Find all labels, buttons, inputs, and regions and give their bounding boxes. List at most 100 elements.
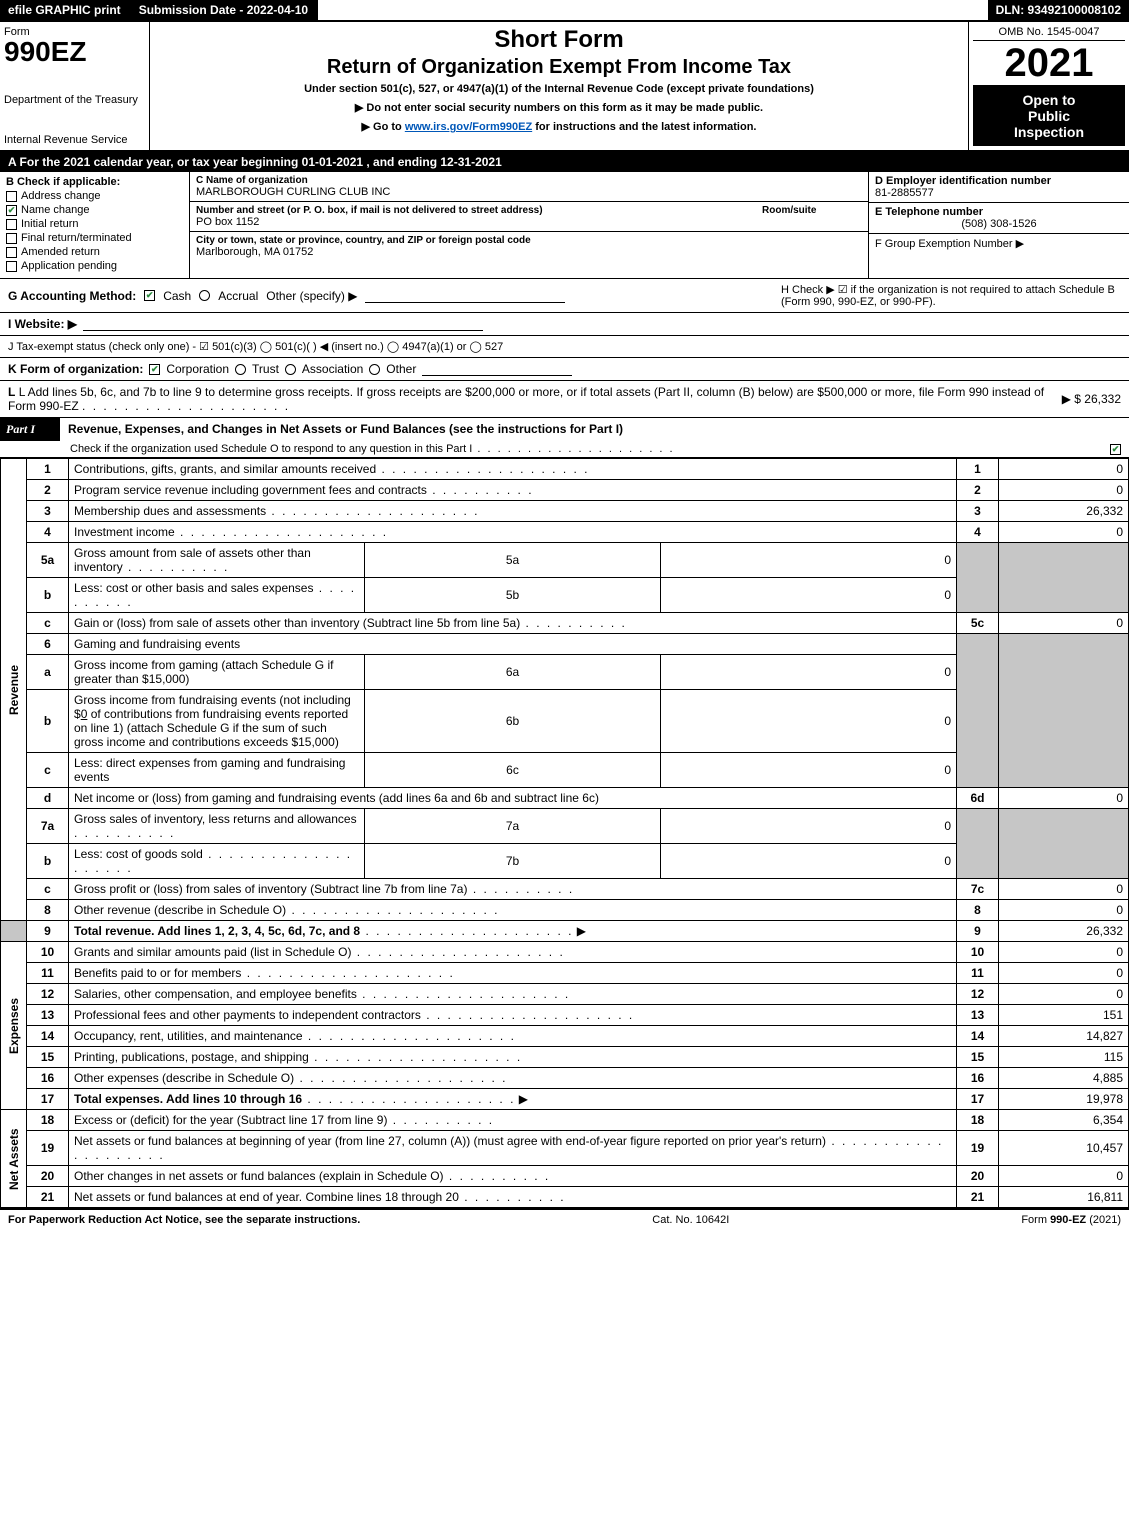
e-label: E Telephone number: [875, 206, 1123, 218]
l8-val: 0: [999, 900, 1129, 921]
l6b-intnum: 6b: [365, 690, 661, 753]
l4-num: 4: [957, 522, 999, 543]
row-6d: d Net income or (loss) from gaming and f…: [1, 788, 1129, 809]
other-input[interactable]: [365, 289, 565, 303]
checkbox-icon[interactable]: [6, 247, 17, 258]
part-i-header-row: Part I Revenue, Expenses, and Changes in…: [0, 418, 1129, 441]
l12-num: 12: [957, 984, 999, 1005]
l16-val: 4,885: [999, 1068, 1129, 1089]
l20-val: 0: [999, 1166, 1129, 1187]
section-c-org: C Name of organization MARLBOROUGH CURLI…: [190, 172, 869, 278]
l6c-desc: Less: direct expenses from gaming and fu…: [74, 756, 345, 784]
check-application-pending[interactable]: Application pending: [6, 260, 183, 272]
trust-label: Trust: [252, 362, 279, 376]
row-1: Revenue 1 Contributions, gifts, grants, …: [1, 459, 1129, 480]
title-box: Short Form Return of Organization Exempt…: [150, 22, 969, 150]
l3-val: 26,332: [999, 501, 1129, 522]
l15-num: 15: [957, 1047, 999, 1068]
efile-label[interactable]: efile GRAPHIC print: [0, 0, 131, 20]
ssn-warning: ▶ Do not enter social security numbers o…: [154, 101, 964, 114]
other-k-input[interactable]: [422, 362, 572, 376]
part-i-table: Revenue 1 Contributions, gifts, grants, …: [0, 458, 1129, 1208]
l8-desc: Other revenue (describe in Schedule O): [74, 903, 286, 917]
street-label: Number and street (or P. O. box, if mail…: [196, 205, 742, 216]
l5a-intnum: 5a: [365, 543, 661, 578]
row-18: Net Assets 18 Excess or (deficit) for th…: [1, 1110, 1129, 1131]
checkbox-cash[interactable]: [144, 290, 155, 301]
assoc-label: Association: [302, 362, 363, 376]
l5b-intnum: 5b: [365, 578, 661, 613]
irs-link[interactable]: www.irs.gov/Form990EZ: [405, 121, 532, 133]
row-21: 21 Net assets or fund balances at end of…: [1, 1187, 1129, 1208]
radio-other[interactable]: [369, 364, 380, 375]
l5b-intval: 0: [661, 578, 957, 613]
check-label: Initial return: [21, 218, 78, 230]
radio-trust[interactable]: [235, 364, 246, 375]
checkbox-icon[interactable]: [6, 191, 17, 202]
l13-val: 151: [999, 1005, 1129, 1026]
l5c-val: 0: [999, 613, 1129, 634]
f-label: F Group Exemption Number ▶: [875, 237, 1123, 250]
l7a-desc: Gross sales of inventory, less returns a…: [74, 812, 357, 826]
radio-association[interactable]: [285, 364, 296, 375]
open-to: Open to: [975, 92, 1123, 108]
irs-label: Internal Revenue Service: [4, 134, 145, 146]
checkbox-icon[interactable]: [6, 233, 17, 244]
cat-no: Cat. No. 10642I: [652, 1214, 729, 1226]
b-header: B Check if applicable:: [6, 176, 183, 188]
check-label: Final return/terminated: [21, 232, 132, 244]
check-final-return[interactable]: Final return/terminated: [6, 232, 183, 244]
l21-val: 16,811: [999, 1187, 1129, 1208]
form-header: Form 990EZ Department of the Treasury In…: [0, 22, 1129, 152]
form-ref-num: 990-EZ: [1050, 1214, 1086, 1226]
row-19: 19 Net assets or fund balances at beginn…: [1, 1131, 1129, 1166]
l6c-intval: 0: [661, 753, 957, 788]
l7a-intval: 0: [661, 809, 957, 844]
checkbox-corporation[interactable]: [149, 364, 160, 375]
l6c-intnum: 6c: [365, 753, 661, 788]
row-10: Expenses 10 Grants and similar amounts p…: [1, 942, 1129, 963]
l10-num: 10: [957, 942, 999, 963]
checkbox-icon[interactable]: [6, 219, 17, 230]
l9-val: 26,332: [999, 921, 1129, 942]
l15-val: 115: [999, 1047, 1129, 1068]
check-address-change[interactable]: Address change: [6, 190, 183, 202]
ein-value: 81-2885577: [875, 187, 1123, 199]
l10-val: 0: [999, 942, 1129, 963]
header-right: OMB No. 1545-0047 2021 Open to Public In…: [969, 22, 1129, 150]
row-20: 20 Other changes in net assets or fund b…: [1, 1166, 1129, 1187]
city-value: Marlborough, MA 01752: [196, 246, 862, 258]
l6d-num: 6d: [957, 788, 999, 809]
line-i: I Website: ▶: [0, 313, 1129, 336]
check-amended-return[interactable]: Amended return: [6, 246, 183, 258]
l2-val: 0: [999, 480, 1129, 501]
row-17: 17 Total expenses. Add lines 10 through …: [1, 1089, 1129, 1110]
check-label: Address change: [21, 190, 101, 202]
room-label: Room/suite: [762, 205, 862, 216]
l1-desc: Contributions, gifts, grants, and simila…: [74, 462, 376, 476]
l1-num: 1: [957, 459, 999, 480]
row-7c: c Gross profit or (loss) from sales of i…: [1, 879, 1129, 900]
l11-val: 0: [999, 963, 1129, 984]
l11-num: 11: [957, 963, 999, 984]
l7b-intnum: 7b: [365, 844, 661, 879]
l11-desc: Benefits paid to or for members: [74, 966, 241, 980]
form-ref-pre: Form: [1021, 1214, 1050, 1226]
part-i-sub-text: Check if the organization used Schedule …: [70, 443, 472, 455]
form-id-box: Form 990EZ Department of the Treasury In…: [0, 22, 150, 150]
radio-accrual[interactable]: [199, 290, 210, 301]
check-label: Name change: [21, 204, 90, 216]
schedule-o-checkbox[interactable]: [1110, 444, 1121, 455]
row-4: 4 Investment income 4 0: [1, 522, 1129, 543]
checkbox-icon[interactable]: [6, 261, 17, 272]
check-initial-return[interactable]: Initial return: [6, 218, 183, 230]
l18-desc: Excess or (deficit) for the year (Subtra…: [74, 1113, 387, 1127]
check-name-change[interactable]: Name change: [6, 204, 183, 216]
website-input[interactable]: [83, 317, 483, 331]
l6a-intval: 0: [661, 655, 957, 690]
l6b-desc-post: of contributions from fundraising events…: [74, 707, 348, 749]
line-g-h: G Accounting Method: Cash Accrual Other …: [0, 279, 1129, 313]
checkbox-icon[interactable]: [6, 205, 17, 216]
row-5c: c Gain or (loss) from sale of assets oth…: [1, 613, 1129, 634]
org-info-grid: B Check if applicable: Address change Na…: [0, 172, 1129, 279]
